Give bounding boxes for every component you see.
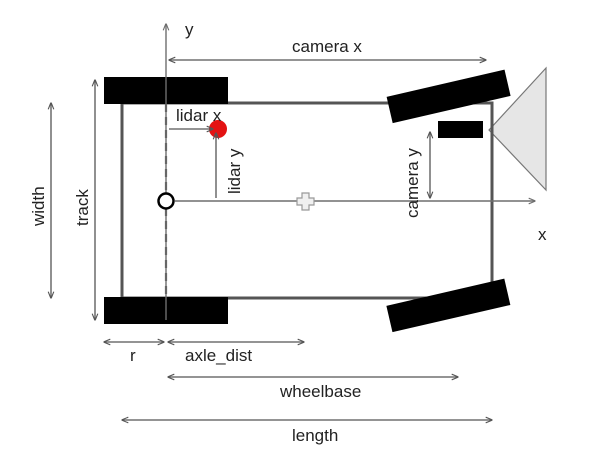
- front-right-wheel: [386, 278, 511, 333]
- lidar-y-label: lidar y: [225, 148, 244, 194]
- front-left-wheel: [386, 69, 511, 124]
- camera-fov-cone: [488, 66, 547, 192]
- camera-x-label: camera x: [292, 37, 362, 56]
- width-label: width: [29, 186, 48, 227]
- axle-dist-label: axle_dist: [185, 346, 252, 365]
- camera-icon: [438, 121, 483, 138]
- wheelbase-label: wheelbase: [279, 382, 361, 401]
- x-axis-label: x: [538, 225, 547, 244]
- track-label: track: [73, 189, 92, 226]
- origin-circle-icon: [157, 192, 175, 210]
- r-label: r: [130, 346, 136, 365]
- length-label: length: [292, 426, 338, 445]
- y-axis-label: y: [185, 20, 194, 39]
- lidar-x-label: lidar x: [176, 106, 222, 125]
- camera-y-label: camera y: [403, 148, 422, 218]
- center-cross-icon: [296, 192, 315, 211]
